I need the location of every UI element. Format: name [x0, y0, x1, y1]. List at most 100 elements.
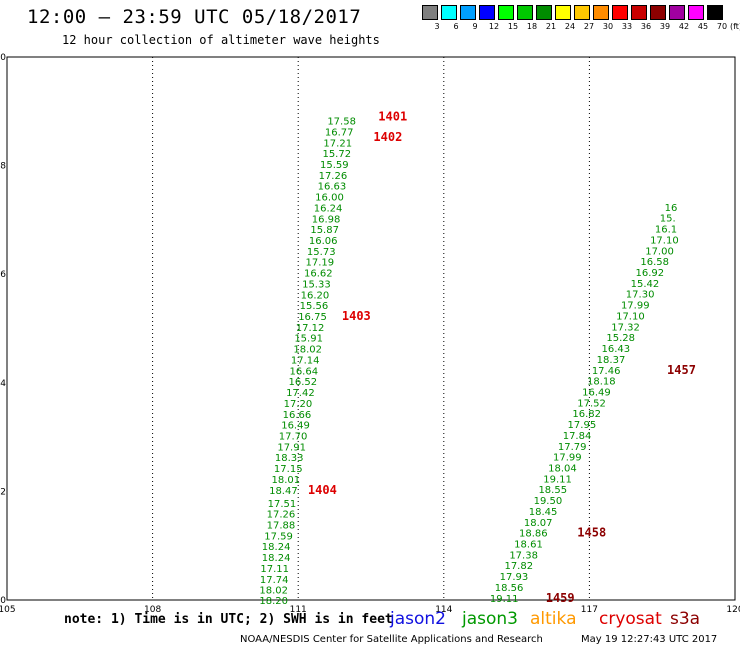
legend-swatch: [593, 5, 609, 20]
y-tick-label: -56: [0, 270, 6, 280]
swh-value: 17.21: [323, 138, 352, 149]
y-tick-label: -52: [0, 487, 6, 497]
swh-value: 16.49: [582, 387, 611, 398]
pass-time-label: 1404: [308, 483, 337, 497]
swh-value: 15.: [660, 214, 676, 225]
swh-value: 16: [665, 203, 678, 214]
swh-value: 17.99: [621, 301, 650, 312]
legend-swatch: [555, 5, 571, 20]
swh-value: 18.07: [524, 518, 553, 529]
satellite-label-altika: altika: [530, 609, 577, 629]
y-tick-label: -58: [0, 162, 6, 172]
satellite-label-cryosat: cryosat: [599, 609, 662, 629]
y-tick-label: -50: [0, 596, 6, 606]
chart-subtitle: 12 hour collection of altimeter wave hei…: [62, 33, 380, 47]
swh-value: 16.58: [640, 257, 669, 268]
legend-unit: (ft): [729, 22, 740, 31]
x-tick-label: 105: [0, 605, 16, 615]
legend-swatch: [631, 5, 647, 20]
swh-value: 19.11: [490, 594, 519, 605]
chart-title: 12:00 – 23:59 UTC 05/18/2017: [27, 6, 362, 28]
swh-value: 18.24: [262, 553, 291, 564]
swh-value: 16.64: [289, 366, 318, 377]
swh-value: 18.86: [519, 529, 548, 540]
swh-value: 17.70: [279, 431, 308, 442]
credits: NOAA/NESDIS Center for Satellite Applica…: [240, 634, 543, 645]
swh-value: 17.59: [264, 531, 293, 542]
x-tick-label: 108: [144, 605, 161, 615]
pass-time-label: 1403: [342, 309, 371, 323]
swh-value: 16.77: [325, 127, 354, 138]
swh-value: 17.95: [568, 420, 597, 431]
legend-swatch-label: 45: [697, 22, 709, 31]
swh-value: 17.52: [577, 398, 606, 409]
swh-value: 18.02: [259, 586, 288, 597]
legend-swatch: [707, 5, 723, 20]
legend-swatch: [688, 5, 704, 20]
swh-value: 16.52: [288, 377, 317, 388]
swh-value: 17.74: [260, 575, 289, 586]
plot-frame: [6, 56, 736, 601]
swh-value: 16.63: [318, 182, 347, 193]
legend-swatch: [669, 5, 685, 20]
swh-value: 18.20: [259, 596, 288, 607]
swh-value: 17.26: [319, 171, 348, 182]
legend-swatch-label: 24: [564, 22, 576, 31]
pass-time-label: 1458: [577, 526, 606, 540]
swh-value: 17.88: [267, 521, 296, 532]
swh-value: 15.73: [307, 247, 336, 258]
swh-value: 15.33: [302, 279, 331, 290]
swh-value: 18.01: [272, 475, 301, 486]
swh-value: 17.10: [650, 235, 679, 246]
legend-swatch: [536, 5, 552, 20]
swh-value: 17.11: [260, 564, 289, 575]
swh-value: 18.56: [495, 583, 524, 594]
swh-value: 17.10: [616, 311, 645, 322]
swh-value: 17.91: [277, 442, 306, 453]
swh-value: 16.20: [301, 290, 330, 301]
swh-value: 17.26: [267, 510, 296, 521]
swh-value: 15.59: [320, 160, 349, 171]
legend-swatch-label: 33: [621, 22, 633, 31]
swh-value: 15.87: [310, 225, 339, 236]
swh-value: 17.20: [284, 399, 313, 410]
x-tick-label: 111: [290, 605, 307, 615]
legend-swatch-label: 18: [526, 22, 538, 31]
swh-value: 17.32: [611, 322, 640, 333]
swh-value: 17.38: [509, 550, 538, 561]
swh-value: 16.49: [281, 421, 310, 432]
legend-swatch: [612, 5, 628, 20]
x-tick-label: 120: [726, 605, 740, 615]
swh-value: 15.56: [300, 301, 329, 312]
swh-value: 17.58: [327, 117, 356, 128]
swh-value: 15.91: [294, 334, 323, 345]
legend-swatch-label: 30: [602, 22, 614, 31]
swh-value: 18.47: [269, 486, 298, 497]
swh-value: 16.62: [304, 269, 333, 280]
legend-swatch-label: 36: [640, 22, 652, 31]
swh-value: 17.84: [563, 431, 592, 442]
legend-swatch: [574, 5, 590, 20]
legend-swatch: [422, 5, 438, 20]
legend-swatch-label: 39: [659, 22, 671, 31]
swh-value: 18.61: [514, 540, 543, 551]
swh-value: 16.92: [636, 268, 665, 279]
swh-value: 15.28: [606, 333, 635, 344]
y-tick-label: -60: [0, 53, 6, 63]
legend-swatch: [460, 5, 476, 20]
legend-swatch-label: 21: [545, 22, 557, 31]
swh-value: 17.12: [296, 323, 325, 334]
swh-value: 16.00: [315, 193, 344, 204]
x-tick-label: 114: [435, 605, 452, 615]
y-tick-label: -54: [0, 379, 6, 389]
swh-value: 18.04: [548, 464, 577, 475]
timestamp: May 19 12:27:43 UTC 2017: [581, 634, 718, 645]
swh-value: 17.19: [305, 258, 334, 269]
swh-value: 16.1: [655, 225, 677, 236]
swh-value: 18.33: [275, 453, 304, 464]
legend-swatch: [650, 5, 666, 20]
swh-value: 16.75: [298, 312, 327, 323]
swh-value: 16.06: [309, 236, 338, 247]
pass-time-label: 1402: [373, 130, 402, 144]
